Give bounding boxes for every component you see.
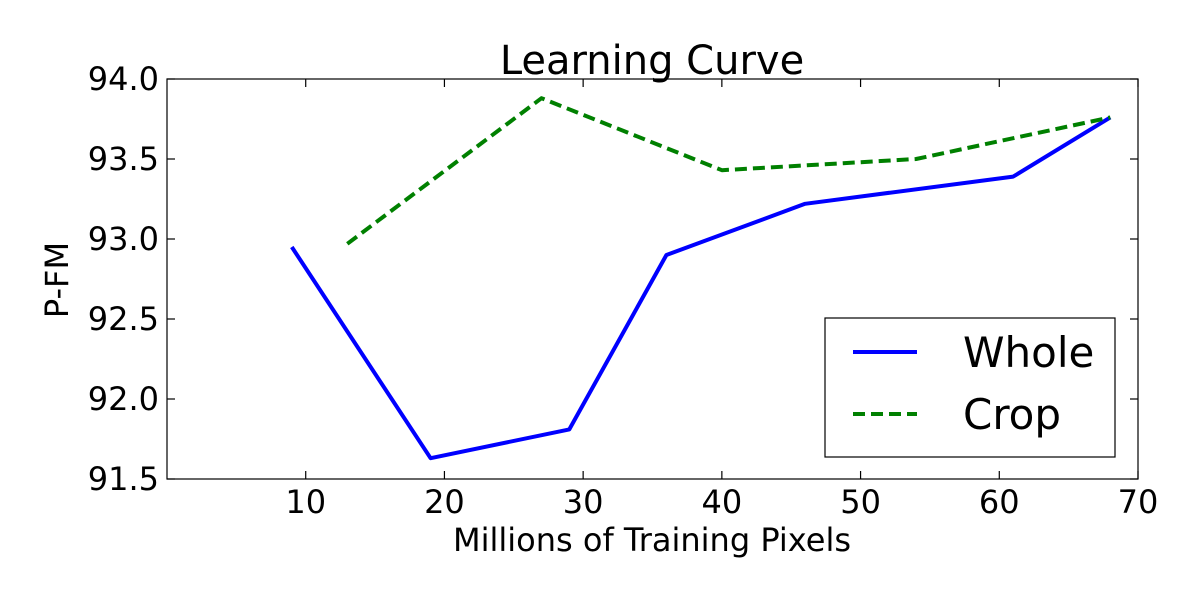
y-tick-label: 94.0 [88, 60, 159, 98]
plot-frame [166, 78, 1139, 480]
y-tick-label: 92.0 [88, 380, 159, 418]
legend-label-whole: Whole [963, 328, 1094, 377]
series-line-whole [290, 115, 1112, 461]
y-tick-label: 91.5 [88, 460, 159, 498]
x-tick-label: 50 [840, 483, 881, 521]
x-tick-label: 60 [979, 483, 1020, 521]
plot-area: 10 20 30 40 50 60 70 91.5 92.0 92.5 93.0 93.5 94.0 Wh… [88, 60, 1159, 521]
series-line-crop [346, 96, 1111, 246]
legend-box [824, 317, 1116, 458]
x-tick-label: 10 [285, 483, 326, 521]
x-tick-label: 20 [424, 483, 465, 521]
y-tick-label: 92.5 [88, 300, 159, 338]
x-axis-label: Millions of Training Pixels [453, 521, 851, 559]
chart-title: Learning Curve [500, 38, 804, 84]
x-tick-label: 40 [701, 483, 742, 521]
y-tick-label: 93.0 [88, 220, 159, 258]
y-tick-label: 93.5 [88, 140, 159, 178]
y-axis-label: P-FM [38, 242, 76, 318]
x-tick-label: 70 [1118, 483, 1159, 521]
legend-label-crop: Crop [963, 390, 1061, 439]
x-tick-label: 30 [563, 483, 604, 521]
